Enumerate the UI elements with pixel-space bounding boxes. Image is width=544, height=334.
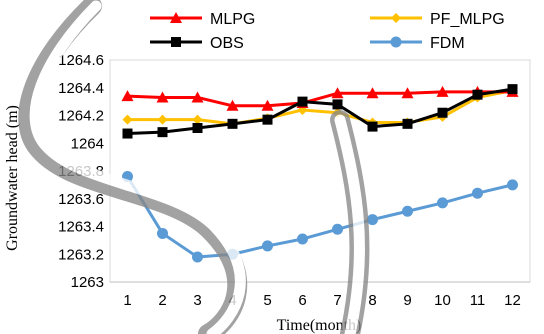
legend-marker-pf-mlpg xyxy=(391,13,401,23)
series-obs xyxy=(122,84,518,139)
legend-label-mlpg: MLPG xyxy=(210,11,255,28)
x-tick-label: 8 xyxy=(368,292,376,309)
data-point-pf-mlpg xyxy=(157,114,168,125)
x-tick-label: 2 xyxy=(158,292,166,309)
x-axis-tick-labels: 1 2 3 4 5 6 7 8 9 10 11 12 xyxy=(123,292,521,309)
data-point-obs xyxy=(472,89,483,100)
data-point-mlpg xyxy=(401,87,414,99)
data-point-obs xyxy=(367,121,378,132)
legend-label-pf-mlpg: PF_MLPG xyxy=(430,11,505,28)
data-point-fdm xyxy=(507,179,518,191)
series-mlpg xyxy=(121,85,519,111)
x-axis-title: Time(month) xyxy=(277,317,362,334)
legend-item-mlpg: MLPG xyxy=(150,11,255,28)
y-axis-title: Groundwater head (m) xyxy=(4,105,21,251)
data-point-mlpg xyxy=(191,91,204,103)
data-point-pf-mlpg xyxy=(192,114,203,125)
legend-marker-fdm xyxy=(390,36,402,48)
legend-label-fdm: FDM xyxy=(430,35,465,52)
y-tick-label: 1263.4 xyxy=(58,219,104,236)
x-tick-label: 7 xyxy=(333,292,341,309)
x-tick-label: 5 xyxy=(263,292,271,309)
data-point-obs xyxy=(297,96,308,107)
x-tick-label: 12 xyxy=(504,292,521,309)
data-point-obs xyxy=(402,118,413,129)
x-tick-label: 6 xyxy=(298,292,306,309)
data-point-pf-mlpg xyxy=(122,114,133,125)
data-point-obs xyxy=(157,127,168,138)
legend: MLPG PF_MLPG OBS FDM xyxy=(150,11,505,52)
series-layer xyxy=(121,84,519,263)
plot-area xyxy=(109,59,531,283)
x-tick-label: 3 xyxy=(193,292,201,309)
data-point-mlpg xyxy=(156,91,169,103)
data-point-fdm xyxy=(192,251,203,263)
legend-marker-obs xyxy=(171,37,181,47)
data-point-mlpg xyxy=(436,85,449,97)
data-point-fdm xyxy=(402,205,413,217)
data-point-fdm xyxy=(262,240,273,252)
data-point-mlpg xyxy=(331,87,344,99)
data-point-obs xyxy=(332,99,343,110)
data-point-mlpg xyxy=(261,99,274,111)
x-tick-label: 9 xyxy=(403,292,411,309)
series-line-obs xyxy=(127,87,513,136)
y-tick-label: 1263 xyxy=(71,274,104,291)
series-line-pf-mlpg xyxy=(127,89,513,126)
data-point-obs xyxy=(262,114,273,125)
legend-item-fdm: FDM xyxy=(370,35,465,52)
series-line-fdm xyxy=(126,175,513,259)
data-point-mlpg xyxy=(226,99,239,111)
y-tick-label: 1264.6 xyxy=(58,52,104,69)
watermark-overlay xyxy=(18,0,370,334)
x-tick-label: 10 xyxy=(434,292,451,309)
data-point-mlpg xyxy=(366,87,379,99)
x-tick-label: 11 xyxy=(470,292,486,309)
legend-item-obs: OBS xyxy=(150,35,244,52)
y-tick-label: 1263.2 xyxy=(58,246,104,263)
data-point-fdm xyxy=(472,187,483,199)
y-tick-label: 1264.4 xyxy=(58,80,104,97)
data-point-fdm xyxy=(157,227,168,239)
data-point-fdm xyxy=(332,223,343,235)
y-tick-label: 1264.2 xyxy=(58,108,104,125)
data-point-obs xyxy=(122,128,133,139)
series-line-mlpg xyxy=(127,90,513,108)
data-point-fdm xyxy=(437,197,448,209)
legend-item-pf-mlpg: PF_MLPG xyxy=(370,11,505,28)
x-tick-label: 1 xyxy=(123,292,131,309)
y-tick-label: 1264 xyxy=(71,135,104,152)
data-point-fdm xyxy=(297,233,308,245)
data-point-obs xyxy=(437,107,448,118)
y-tick-label: 1263.6 xyxy=(58,191,104,208)
data-point-obs xyxy=(227,118,238,129)
data-point-fdm xyxy=(367,214,378,226)
legend-marker-mlpg xyxy=(170,12,182,23)
legend-label-obs: OBS xyxy=(210,35,244,52)
data-point-obs xyxy=(507,84,518,95)
data-point-mlpg xyxy=(121,90,134,102)
data-point-obs xyxy=(192,122,203,133)
